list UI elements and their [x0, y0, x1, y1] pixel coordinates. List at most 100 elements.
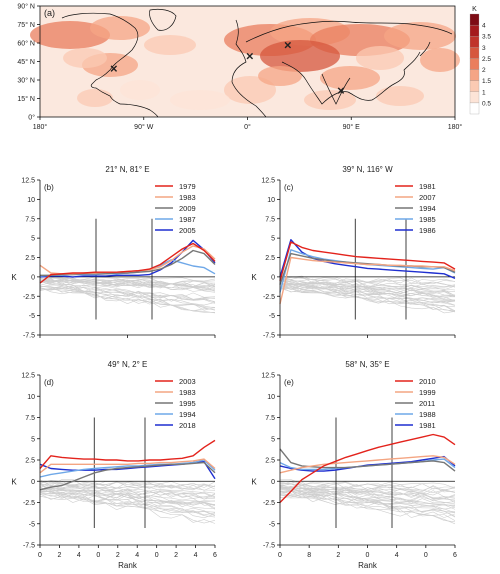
x-tick-label: 2 — [174, 552, 178, 559]
legend-label: 2003 — [179, 377, 196, 386]
warming-area — [90, 16, 150, 40]
y-tick-label: 5 — [271, 236, 275, 243]
warming-area — [258, 66, 302, 86]
x-tick-label: 0 — [278, 552, 282, 559]
map-y-tick-label: 75° N — [17, 21, 35, 29]
coast-eurasia — [245, 20, 453, 43]
background-series-line — [279, 491, 456, 518]
background-series-line — [279, 276, 456, 286]
legend-label: 2018 — [179, 421, 196, 430]
x-axis-label: Rank — [118, 561, 138, 570]
map-y-tick-label: 90° N — [17, 3, 35, 11]
y-tick-label: 7.5 — [25, 415, 35, 422]
x-tick-label: 0 — [155, 552, 159, 559]
map-y-tick-label: 0° — [28, 114, 35, 122]
y-tick-label: -5 — [29, 313, 35, 320]
x-tick-label: 0 — [38, 552, 42, 559]
series-line-2003 — [39, 439, 216, 469]
background-series-line — [279, 487, 456, 505]
x-tick-label: 0 — [424, 552, 428, 559]
y-tick-label: 12.5 — [261, 373, 275, 380]
y-tick-label: 7.5 — [265, 415, 275, 422]
background-series-line — [39, 491, 216, 518]
series-line-1979 — [39, 242, 216, 284]
background-series-line — [279, 285, 456, 306]
map-axes: 180° 90° W 0° 90° E 180°0°15° N30° N45° N60°… — [17, 3, 462, 132]
warming-field — [30, 16, 460, 110]
background-series-line — [39, 481, 216, 491]
background-series-line — [39, 488, 216, 503]
background-series-line — [39, 487, 216, 509]
coast-europe-africa — [231, 19, 267, 118]
background-series-line — [39, 481, 216, 491]
x-tick-label: 4 — [194, 552, 198, 559]
y-tick-label: -7.5 — [263, 333, 275, 340]
background-series-line — [279, 286, 456, 313]
y-tick-label: 10 — [267, 197, 275, 204]
background-series-line — [39, 493, 216, 524]
y-tick-label: 5 — [271, 436, 275, 443]
line-panel-e: 58° N, 35° E (e) -7.5 -5 -2.5 0 2.5 5 7.5 10 12.5 K… — [251, 360, 457, 570]
y-tick-label: -2.5 — [23, 500, 35, 507]
background-series-line — [279, 486, 456, 496]
y-tick-label: 5 — [31, 236, 35, 243]
series-line-1995 — [39, 461, 216, 491]
line-panel-c: 39° N, 116° W (c) -7.5 -5 -2.5 0 2.5 5 7.5 10 12.5… — [251, 165, 456, 340]
colorbar-tick-label: 1.5 — [482, 78, 491, 85]
map-x-tick-label: 180° — [33, 123, 48, 131]
legend-label: 1983 — [179, 388, 196, 397]
warming-area — [170, 90, 230, 110]
legend-label: 1981 — [419, 182, 436, 191]
warming-area — [356, 46, 404, 70]
line-panel-b: 21° N, 81° E (b) -7.5 -5 -2.5 0 2.5 5 7.5 10 12.5 K… — [11, 165, 216, 340]
y-tick-label: 2.5 — [265, 458, 275, 465]
background-series-line — [39, 279, 216, 292]
background-series-line — [279, 494, 456, 525]
warming-area — [304, 90, 356, 110]
colorbar-tick-label: 0.5 — [482, 100, 491, 107]
colorbar-unit: K — [472, 6, 477, 13]
x-tick-label: 2 — [336, 552, 340, 559]
background-series-line — [279, 284, 456, 302]
panel-label: (b) — [44, 183, 54, 192]
y-tick-label: -7.5 — [23, 333, 35, 340]
legend-label: 1994 — [419, 204, 436, 213]
coast-japan — [419, 41, 431, 57]
x-tick-label: 0 — [366, 552, 370, 559]
panel-title: 39° N, 116° W — [342, 165, 393, 174]
map-x-tick-label: 90° E — [343, 123, 361, 131]
legend-label: 1985 — [419, 215, 436, 224]
panel-label: (e) — [284, 378, 294, 387]
background-series-line — [280, 283, 456, 301]
legend-label: 1999 — [419, 388, 436, 397]
background-series-line — [279, 276, 456, 284]
warming-area — [63, 48, 107, 68]
x-tick-label: 6 — [453, 552, 457, 559]
colorbar-segment — [469, 102, 480, 115]
colorbar-segment — [469, 69, 480, 81]
y-axis-label: K — [11, 477, 17, 486]
series-line-1981 — [279, 241, 456, 281]
background-series-line — [279, 490, 456, 517]
panel-label: (d) — [44, 378, 54, 387]
coast-asia-south — [281, 51, 421, 105]
colorbar-segment — [469, 58, 480, 70]
x-tick-label: 6 — [213, 552, 217, 559]
background-series-line — [279, 278, 456, 290]
x-tick-label: 2 — [116, 552, 120, 559]
legend-label: 1994 — [179, 410, 196, 419]
y-tick-label: 12.5 — [21, 373, 35, 380]
y-tick-label: 0 — [271, 479, 275, 486]
legend-label: 1986 — [419, 226, 436, 235]
colorbar-segment — [469, 24, 480, 37]
warming-area — [77, 89, 113, 107]
y-tick-label: -7.5 — [23, 543, 35, 550]
y-tick-label: 0 — [271, 274, 275, 281]
colorbar-segment — [469, 80, 480, 92]
warming-area — [144, 35, 196, 55]
series-line-2005 — [39, 239, 216, 278]
y-axis-label: K — [251, 477, 257, 486]
warming-area — [384, 22, 456, 50]
colorbar-segment — [469, 13, 480, 26]
